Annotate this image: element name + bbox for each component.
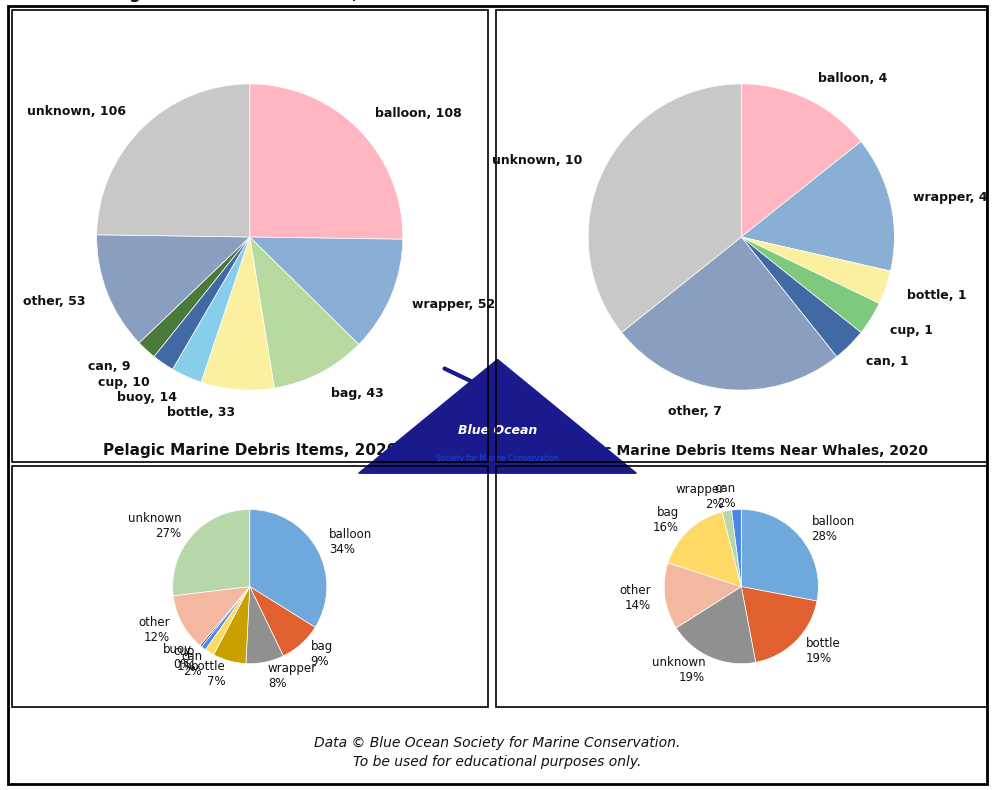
Text: bag
9%: bag 9%: [310, 640, 332, 668]
Text: can, 1: can, 1: [865, 355, 908, 368]
Text: balloon
28%: balloon 28%: [810, 514, 854, 543]
Text: wrapper, 4: wrapper, 4: [912, 191, 986, 205]
Wedge shape: [173, 586, 249, 645]
Wedge shape: [139, 237, 249, 356]
Title: Pelagic Marine Debris Items Near Whales, 2020: Pelagic Marine Debris Items Near Whales,…: [555, 444, 926, 458]
Text: bag, 43: bag, 43: [330, 387, 383, 400]
Text: other, 7: other, 7: [667, 405, 721, 419]
Text: balloon, 108: balloon, 108: [375, 107, 461, 120]
Wedge shape: [214, 586, 249, 664]
Wedge shape: [249, 586, 315, 656]
Text: buoy, 14: buoy, 14: [117, 391, 177, 404]
Wedge shape: [741, 237, 879, 333]
Text: unknown
19%: unknown 19%: [651, 656, 705, 684]
Text: can
2%: can 2%: [181, 650, 202, 678]
Wedge shape: [154, 237, 249, 369]
Text: balloon, 4: balloon, 4: [817, 72, 887, 85]
Wedge shape: [205, 586, 249, 655]
Text: buoy
0%: buoy 0%: [163, 643, 192, 671]
Wedge shape: [200, 586, 249, 647]
Text: To be used for educational purposes only.: To be used for educational purposes only…: [353, 755, 641, 769]
Wedge shape: [587, 84, 741, 333]
Wedge shape: [246, 586, 283, 664]
Wedge shape: [722, 510, 741, 586]
Text: other
14%: other 14%: [618, 584, 650, 612]
Wedge shape: [731, 510, 741, 586]
Text: can
2%: can 2%: [714, 482, 735, 510]
Text: unknown, 106: unknown, 106: [27, 105, 126, 118]
Wedge shape: [664, 562, 741, 628]
Wedge shape: [676, 586, 755, 664]
Text: cup, 10: cup, 10: [98, 375, 150, 389]
Wedge shape: [249, 84, 403, 239]
Text: balloon
34%: balloon 34%: [329, 529, 372, 556]
Title: Pelagic Marine Debris Items, 2020: Pelagic Marine Debris Items, 2020: [102, 443, 397, 458]
Text: cup, 1: cup, 1: [890, 324, 932, 337]
Text: unknown
27%: unknown 27%: [128, 512, 182, 540]
Wedge shape: [202, 586, 249, 649]
Text: Data © Blue Ocean Society for Marine Conservation.: Data © Blue Ocean Society for Marine Con…: [314, 735, 680, 750]
Text: other
12%: other 12%: [138, 615, 170, 644]
Wedge shape: [201, 237, 274, 390]
Wedge shape: [621, 237, 836, 390]
Text: bottle, 33: bottle, 33: [167, 406, 236, 419]
Wedge shape: [741, 586, 816, 662]
Text: bottle
7%: bottle 7%: [191, 660, 226, 688]
Wedge shape: [96, 235, 249, 343]
Text: bag
16%: bag 16%: [652, 506, 678, 534]
Title: Pelagic Marine Debris Items Near Whales,
2021: Pelagic Marine Debris Items Near Whales,…: [561, 0, 920, 1]
Wedge shape: [172, 237, 249, 382]
Wedge shape: [249, 237, 359, 388]
Text: other, 53: other, 53: [23, 295, 85, 308]
Text: can, 9: can, 9: [88, 360, 131, 374]
Text: unknown, 10: unknown, 10: [492, 154, 582, 167]
Wedge shape: [249, 510, 326, 627]
Wedge shape: [249, 237, 403, 344]
FancyArrowPatch shape: [444, 369, 482, 386]
Wedge shape: [741, 237, 890, 303]
Text: Blue Ocean: Blue Ocean: [457, 424, 537, 437]
Wedge shape: [741, 510, 817, 601]
Wedge shape: [741, 237, 860, 357]
Text: wrapper
2%: wrapper 2%: [674, 483, 724, 511]
Wedge shape: [173, 510, 249, 596]
Text: cup
1%: cup 1%: [174, 645, 195, 673]
Text: bottle, 1: bottle, 1: [907, 288, 966, 302]
Polygon shape: [358, 359, 636, 473]
Wedge shape: [741, 141, 894, 271]
Wedge shape: [96, 84, 249, 237]
Title: Pelagic Marine Debris Items, 2021: Pelagic Marine Debris Items, 2021: [89, 0, 410, 2]
Text: bottle
19%: bottle 19%: [805, 637, 840, 665]
Wedge shape: [667, 512, 741, 586]
Text: Society for Marine Conservation: Society for Marine Conservation: [435, 454, 559, 464]
Text: wrapper
8%: wrapper 8%: [267, 662, 317, 690]
Text: wrapper, 52: wrapper, 52: [412, 299, 495, 311]
Wedge shape: [741, 84, 860, 237]
